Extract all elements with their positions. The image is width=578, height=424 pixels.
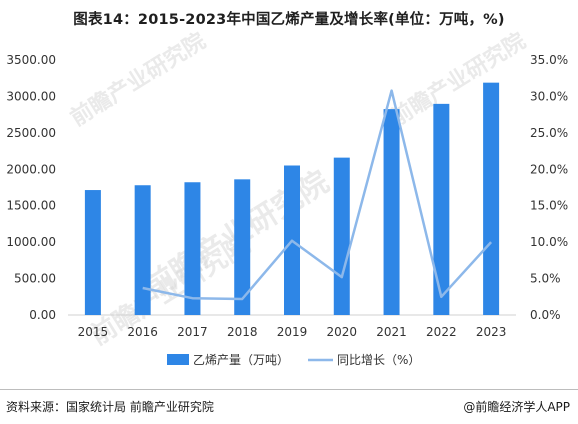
y-right-tick-label: 10.0% <box>530 235 568 249</box>
y-left-tick-label: 1500.00 <box>6 199 56 213</box>
y-right-tick-label: 0.0% <box>530 308 561 322</box>
bar-2016 <box>134 185 151 315</box>
bar-2018 <box>234 179 251 315</box>
y-left-tick-label: 2500.00 <box>6 126 56 140</box>
bar-2021 <box>383 109 400 315</box>
source-note: 资料来源：国家统计局 前瞻产业研究院 <box>6 400 214 414</box>
y-left-tick-label: 3000.00 <box>6 89 56 103</box>
y-left-tick-label: 0.00 <box>29 308 56 322</box>
x-tick-label: 2018 <box>227 325 258 339</box>
x-tick-label: 2023 <box>476 325 507 339</box>
y-right-tick-label: 20.0% <box>530 162 568 176</box>
footer-divider <box>0 389 578 390</box>
legend-label-growth: 同比增长（%） <box>337 353 420 367</box>
y-left-tick-label: 1000.00 <box>6 235 56 249</box>
x-tick-label: 2017 <box>177 325 208 339</box>
bar-2020 <box>333 157 350 315</box>
x-tick-label: 2021 <box>376 325 407 339</box>
brand-credit: @前瞻经济学人APP <box>463 400 570 414</box>
x-tick-label: 2015 <box>78 325 109 339</box>
x-tick-label: 2020 <box>327 325 358 339</box>
chart-title: 图表14：2015-2023年中国乙烯产量及增长率(单位：万吨，%) <box>73 12 505 28</box>
x-tick-label: 2016 <box>127 325 158 339</box>
y-right-tick-label: 15.0% <box>530 199 568 213</box>
bar-2017 <box>184 182 201 315</box>
y-right-tick-label: 30.0% <box>530 89 568 103</box>
bar-2015 <box>84 190 101 315</box>
y-left-tick-label: 3500.00 <box>6 53 56 67</box>
x-tick-label: 2022 <box>426 325 457 339</box>
y-right-tick-label: 5.0% <box>530 272 561 286</box>
legend-swatch-production <box>167 354 189 365</box>
bar-2023 <box>483 82 500 315</box>
x-tick-label: 2019 <box>277 325 308 339</box>
y-right-tick-label: 35.0% <box>530 53 568 67</box>
y-left-tick-label: 500.00 <box>14 272 56 286</box>
y-right-tick-label: 25.0% <box>530 126 568 140</box>
growth-line <box>142 89 493 301</box>
bar-2022 <box>433 103 450 315</box>
legend-label-production: 乙烯产量（万吨） <box>193 353 289 367</box>
y-left-tick-label: 2000.00 <box>6 162 56 176</box>
